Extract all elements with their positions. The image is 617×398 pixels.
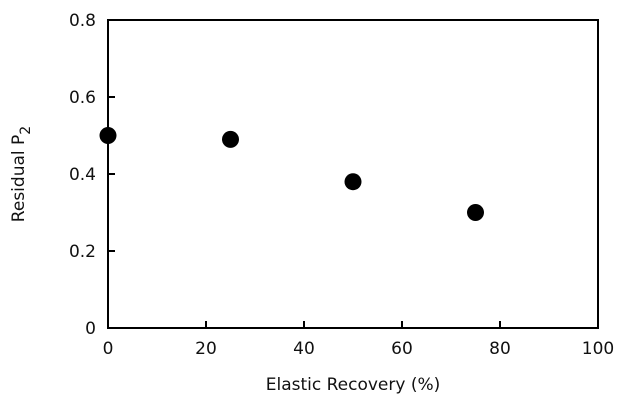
x-tick-label: 100 xyxy=(582,339,614,359)
data-point xyxy=(467,204,484,221)
x-axis: 0 20 40 60 80 100 xyxy=(103,321,614,359)
y-axis-label-main: Residual P xyxy=(9,135,29,222)
x-tick-label: 40 xyxy=(293,339,315,359)
y-axis-label-group: Residual P2 xyxy=(9,126,34,222)
data-point xyxy=(222,130,239,148)
y-tick-label: 0 xyxy=(85,319,96,339)
x-tick-label: 80 xyxy=(489,339,511,359)
y-tick-label: 0.2 xyxy=(69,242,96,262)
y-axis: 0 0.2 0.4 0.6 0.8 xyxy=(69,11,115,339)
data-points xyxy=(99,127,484,221)
y-tick-label: 0.4 xyxy=(69,165,96,185)
data-point xyxy=(344,173,362,191)
y-tick-label: 0.6 xyxy=(69,88,96,108)
data-point xyxy=(99,127,117,144)
x-tick-label: 0 xyxy=(103,339,114,359)
y-axis-label: Residual P2 xyxy=(9,126,34,222)
y-axis-label-subscript: 2 xyxy=(18,126,34,135)
y-tick-label: 0.8 xyxy=(69,11,96,31)
x-tick-label: 60 xyxy=(391,339,413,359)
x-axis-label: Elastic Recovery (%) xyxy=(266,375,441,394)
x-tick-label: 20 xyxy=(195,339,217,359)
